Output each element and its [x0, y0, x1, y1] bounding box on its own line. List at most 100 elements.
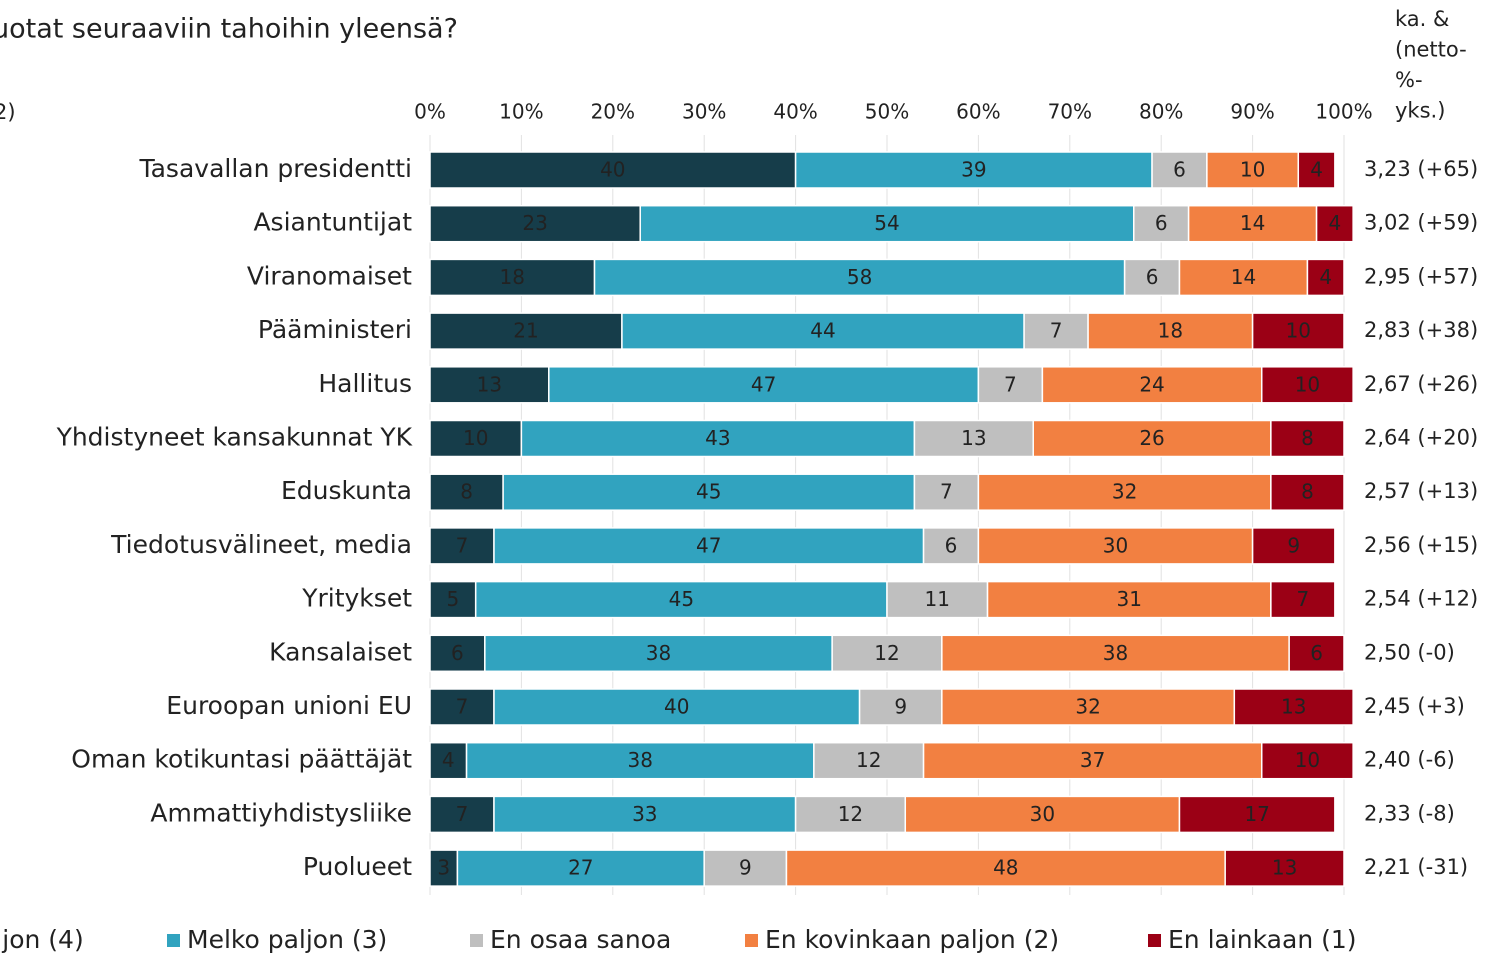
average-label: 2,83 (+38) [1364, 318, 1478, 342]
value-label: 10 [463, 426, 488, 450]
average-label: 2,56 (+15) [1364, 533, 1478, 557]
bar-segment [1178, 258, 1309, 297]
value-label: 58 [847, 265, 872, 289]
right-header: yks.) [1395, 99, 1445, 123]
value-label: 17 [1244, 802, 1269, 826]
bar-segment [941, 634, 1290, 673]
bar-segment [429, 204, 641, 243]
bar-segment [593, 258, 1126, 297]
bar-segment [858, 688, 943, 726]
x-tick-label: 70% [1048, 100, 1092, 124]
chart-subtitle: 2) [0, 100, 16, 124]
y-tick-label: Puolueet [303, 852, 412, 881]
bar-segment [831, 634, 943, 673]
value-label: 37 [1080, 748, 1105, 772]
bar-segment [456, 849, 705, 887]
value-label: 48 [993, 856, 1018, 880]
value-label: 13 [961, 426, 986, 450]
average-label: 2,21 (-31) [1364, 855, 1468, 879]
value-label: 9 [894, 695, 907, 719]
bar-segment [502, 473, 916, 511]
bar-segment [1260, 366, 1354, 404]
legend-label: aljon (4) [0, 925, 84, 954]
y-tick-label: Eduskunta [281, 476, 412, 505]
bar-segment [1206, 151, 1300, 189]
value-label: 24 [1139, 372, 1164, 396]
bar-segment [429, 688, 495, 726]
bar-segment [429, 741, 468, 780]
bar-segment [1041, 366, 1263, 404]
bar-segment [1224, 849, 1345, 887]
value-label: 6 [1310, 641, 1323, 665]
value-label: 45 [669, 587, 694, 611]
value-label: 43 [705, 426, 730, 450]
value-label: 8 [1301, 480, 1314, 504]
bar-segment [1023, 312, 1089, 350]
bar-segment [922, 527, 980, 565]
value-label: 45 [696, 480, 721, 504]
bar-segment [548, 366, 980, 404]
average-label: 3,02 (+59) [1364, 211, 1478, 235]
bar-segment [429, 419, 523, 458]
bar-segment [1032, 419, 1272, 458]
value-label: 18 [500, 265, 525, 289]
legend-marker [470, 934, 483, 947]
value-label: 26 [1139, 426, 1164, 450]
bar-segment [429, 473, 504, 511]
bar-segment [1288, 634, 1345, 673]
x-tick-label: 50% [865, 100, 909, 124]
bar-segment [1315, 204, 1354, 243]
y-tick-label: Viranomaiset [247, 261, 412, 290]
value-label: 32 [1075, 695, 1100, 719]
average-label: 2,64 (+20) [1364, 426, 1478, 450]
bar-segment [886, 580, 989, 619]
y-tick-label: Ammattiyhdistysliike [150, 798, 412, 827]
value-label: 40 [600, 158, 625, 182]
x-tick-label: 40% [773, 100, 817, 124]
value-label: 18 [1158, 319, 1183, 343]
value-label: 31 [1116, 587, 1141, 611]
value-label: 30 [1030, 802, 1055, 826]
bar-segment [429, 366, 550, 404]
bar-segment [1123, 258, 1181, 297]
bar-segment [429, 795, 495, 834]
bar-segment [493, 527, 925, 565]
value-label: 47 [751, 372, 776, 396]
value-label: 7 [940, 480, 953, 504]
value-label: 8 [1301, 426, 1314, 450]
legend-label: Melko paljon (3) [187, 925, 387, 954]
bar-segment [1270, 473, 1345, 511]
x-tick-label: 90% [1230, 100, 1274, 124]
value-label: 4 [1319, 265, 1332, 289]
x-tick-label: 60% [956, 100, 1000, 124]
average-label: 2,95 (+57) [1364, 264, 1478, 288]
x-tick-label: 10% [499, 100, 543, 124]
bar-segment [813, 741, 925, 780]
y-tick-label: Yhdistyneet kansakunnat YK [56, 423, 413, 452]
bar-segment [639, 204, 1135, 243]
value-label: 6 [1146, 265, 1159, 289]
right-header: (netto- [1395, 38, 1467, 62]
bar-segment [1297, 151, 1336, 189]
bar-segment [986, 580, 1272, 619]
average-label: 3,23 (+65) [1364, 157, 1478, 181]
value-label: 9 [1287, 533, 1300, 557]
bar-segment [520, 419, 916, 458]
bar-segment [977, 366, 1044, 404]
right-header: %- [1395, 68, 1423, 92]
value-label: 4 [1328, 211, 1341, 235]
value-label: 7 [1004, 372, 1017, 396]
value-label: 13 [477, 372, 502, 396]
value-label: 11 [925, 587, 950, 611]
x-tick-label: 100% [1315, 100, 1372, 124]
value-label: 32 [1112, 480, 1137, 504]
value-label: 5 [446, 587, 459, 611]
legend-marker [1148, 934, 1161, 947]
right-header: ka. & [1395, 7, 1449, 31]
y-tick-label: Kansalaiset [269, 637, 412, 666]
legend-marker [167, 934, 180, 947]
value-label: 10 [1295, 748, 1320, 772]
average-label: 2,67 (+26) [1364, 372, 1478, 396]
x-tick-label: 80% [1139, 100, 1183, 124]
